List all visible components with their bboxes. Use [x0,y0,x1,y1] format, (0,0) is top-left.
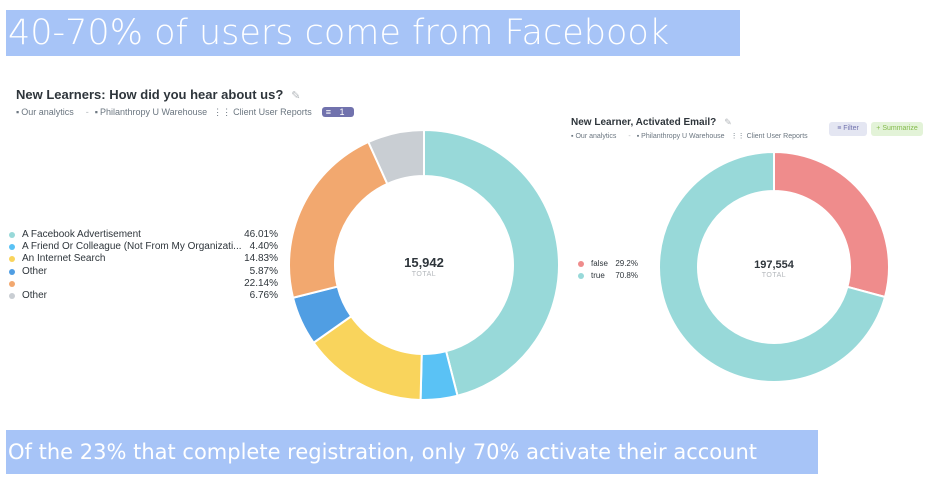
left-donut-slice-3[interactable] [291,285,353,345]
legend-swatch [9,256,15,263]
left-crumb-collection[interactable]: Our analytics [21,107,74,117]
legend-value: 5.87% [249,265,278,277]
legend-swatch [9,232,15,238]
left-donut-slice-5[interactable] [367,128,425,186]
left-total-label: TOTAL [411,271,437,278]
right-crumb-collection[interactable]: Our analytics [575,133,617,140]
table-icon: ⋮⋮ [730,133,745,140]
legend-item[interactable]: A Friend Or Colleague (Not From My Organ… [9,241,279,253]
filter-icon: ≡ [837,125,844,132]
legend-swatch [578,273,584,280]
left-card-title-text: New Learners: How did you hear about us? [16,87,284,102]
legend-value: 46.01% [244,229,278,240]
legend-swatch [9,292,15,299]
collection-icon: ▪ [16,107,20,117]
right-crumb-table[interactable]: Client User Reports [746,133,808,140]
legend-value: 6.76% [249,289,278,301]
legend-value: 70.8% [615,271,638,281]
legend-swatch [9,280,15,287]
left-breadcrumb: ▪ Our analytics - ▪ Philanthropy U Warehouse… [16,107,360,118]
left-donut-slice-1[interactable] [419,349,459,401]
filter-button-label: Filter [843,125,859,132]
database-icon: ▪ [636,133,640,140]
left-total-value: 15,942 [404,255,444,270]
left-card-title[interactable]: New Learners: How did you hear about us?… [16,87,300,102]
legend-swatch [9,268,15,275]
footer-caption: Of the 23% that complete registration, o… [6,430,818,474]
legend-label: A Friend Or Colleague (Not From My Organ… [22,241,242,253]
legend-label: Other [22,289,48,301]
filter-icon: ≡ [325,107,334,117]
right-legend: false 29.2% true 70.8% [578,258,640,282]
filter-count-badge[interactable]: ≡ 1 [321,107,355,117]
right-total-label: TOTAL [761,272,787,279]
database-icon: ▪ [94,107,98,117]
legend-label: false [591,259,608,268]
right-crumb-database[interactable]: Philanthropy U Warehouse [641,133,725,140]
plus-icon: + [876,125,883,132]
filter-count: 1 [339,107,345,117]
summarize-button-label: Summarize [882,125,918,132]
left-donut-slice-4[interactable] [288,140,389,299]
right-total-value: 197,554 [754,259,794,271]
headline-banner: 40-70% of users come from Facebook [6,10,740,56]
legend-item[interactable]: 22.14% [9,278,279,290]
left-crumb-database[interactable]: Philanthropy U Warehouse [99,107,208,117]
right-card-title[interactable]: New Learner, Activated Email? ✎ [571,117,732,128]
left-donut-slice-2[interactable] [312,314,423,401]
left-crumb-table[interactable]: Client User Reports [233,107,312,117]
legend-label: Other [22,265,48,277]
legend-item[interactable]: Other 6.76% [9,290,279,302]
legend-value: 4.40% [249,241,278,253]
collection-icon: ▪ [571,133,574,140]
filter-button[interactable]: ≡ Filter [829,122,867,136]
table-icon: ⋮⋮ [213,107,232,117]
legend-item[interactable]: A Facebook Advertisement 46.01% [9,229,279,241]
edit-pencil-icon[interactable]: ✎ [291,90,301,102]
legend-value: 14.83% [244,253,278,265]
edit-pencil-icon[interactable]: ✎ [724,117,732,127]
legend-swatch [578,261,584,267]
legend-label: true [591,271,605,281]
legend-item[interactable]: Other 5.87% [9,266,279,278]
summarize-button[interactable]: + Summarize [871,122,923,136]
legend-label: An Internet Search [22,253,106,265]
legend-item[interactable]: true 70.8% [578,270,640,282]
legend-label: A Facebook Advertisement [22,229,141,240]
legend-value: 22.14% [244,277,278,289]
right-card-title-text: New Learner, Activated Email? [571,117,717,128]
legend-value: 29.2% [615,259,638,268]
legend-swatch [9,244,15,251]
left-legend: A Facebook Advertisement 46.01% A Friend O… [9,229,279,302]
legend-item[interactable]: false 29.2% [578,258,640,270]
legend-item[interactable]: An Internet Search 14.83% [9,253,279,265]
right-breadcrumb: ▪ Our analytics - ▪ Philanthropy U Warehouse… [571,133,808,140]
